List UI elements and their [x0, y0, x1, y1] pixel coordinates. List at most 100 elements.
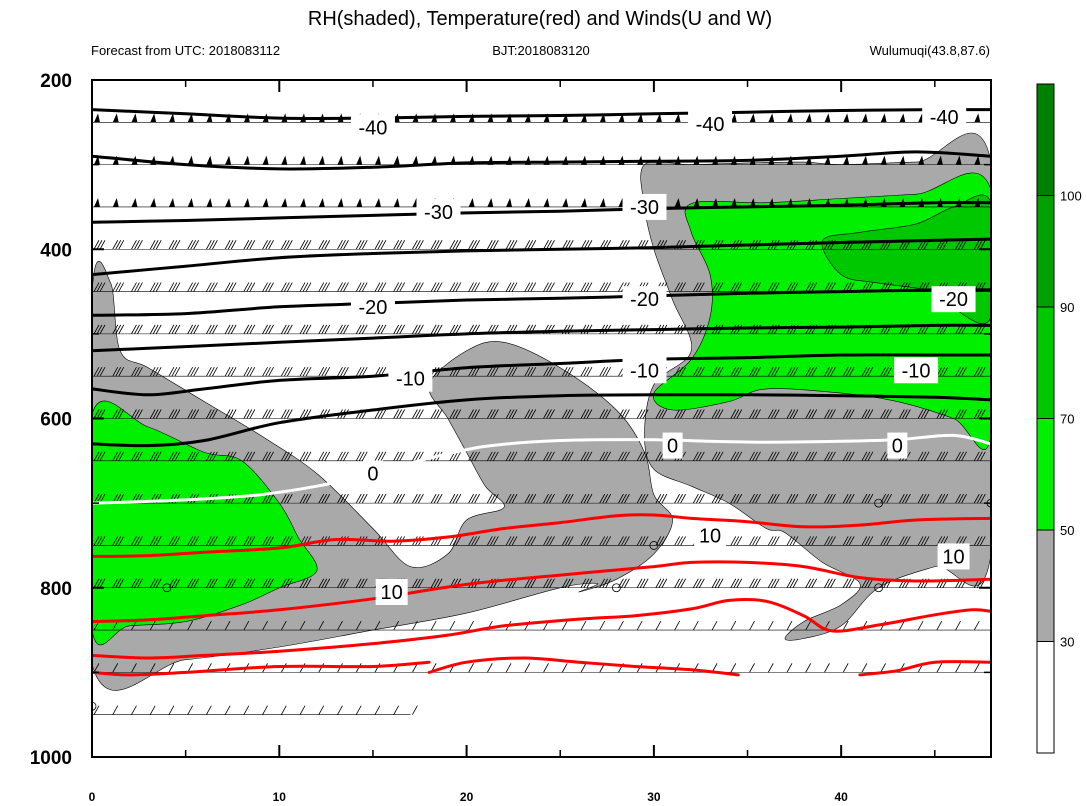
- wind-barb: [268, 536, 274, 546]
- wind-barb: [193, 409, 199, 419]
- wind-barb: [658, 536, 665, 546]
- wind-barb: [639, 493, 646, 504]
- wind-barb: [636, 409, 643, 419]
- wind-barb: [318, 366, 325, 377]
- wind-barb: [955, 620, 961, 631]
- wind-barb: [692, 578, 699, 588]
- wind-barb: [755, 493, 761, 504]
- wind-barb: [530, 536, 537, 546]
- wind-barb: [118, 536, 125, 546]
- wind-barb: [805, 663, 812, 673]
- wind-barb-pennant: [599, 155, 606, 165]
- wind-barb: [805, 578, 812, 588]
- wind-barb: [549, 409, 555, 419]
- wind-barb: [305, 578, 312, 588]
- wind-barb: [249, 409, 256, 419]
- wind-barb: [399, 282, 406, 292]
- wind-barb: [355, 451, 362, 462]
- wind-barb: [827, 409, 833, 419]
- wind-barb: [827, 282, 833, 292]
- wind-barb: [543, 451, 549, 462]
- wind-barb: [415, 451, 421, 462]
- wind-barb: [564, 282, 571, 292]
- wind-barb: [355, 578, 362, 588]
- contour-label-box: [662, 432, 683, 459]
- wind-barb: [993, 621, 998, 630]
- wind-barb: [773, 282, 780, 292]
- wind-barb: [642, 578, 649, 588]
- wind-barb: [474, 536, 480, 546]
- wind-barb: [511, 536, 518, 546]
- wind-barb-pennant: [131, 197, 138, 207]
- wind-barb: [655, 451, 662, 462]
- wind-barb: [212, 282, 218, 292]
- wind-barb: [337, 282, 343, 292]
- wind-barb: [867, 451, 874, 462]
- wind-barb: [265, 409, 271, 419]
- wind-barb: [283, 324, 290, 335]
- y-tick-label: 600: [40, 410, 72, 431]
- wind-barb: [805, 536, 812, 546]
- wind-barb: [524, 366, 531, 377]
- wind-barb: [246, 536, 253, 546]
- wind-barb: [374, 324, 381, 335]
- wind-barb: [305, 451, 312, 462]
- wind-barb: [118, 409, 125, 419]
- wind-barb: [642, 409, 649, 419]
- wind-barb: [549, 578, 555, 588]
- wind-barb: [996, 367, 1001, 376]
- wind-barb: [511, 493, 518, 504]
- wind-barb: [692, 366, 699, 377]
- wind-barb: [755, 578, 761, 588]
- wind-barb: [599, 578, 606, 588]
- wind-barb: [730, 409, 737, 419]
- wind-barb: [811, 451, 818, 462]
- wind-barb: [736, 282, 743, 292]
- contour-labels-layer: -40 -40 -40 -30 -30 -20 -20 -20 -10 -10 -10 0 0 0 10 10…: [350, 104, 976, 605]
- wind-barb-pennant: [281, 197, 288, 207]
- wind-barb: [280, 578, 287, 588]
- contour-label-box: [622, 357, 667, 384]
- wind-barb: [811, 536, 818, 546]
- wind-barb: [661, 493, 668, 504]
- wind-barb: [524, 240, 531, 250]
- wind-barb: [224, 282, 231, 292]
- wind-barb: [883, 409, 889, 419]
- wind-barb: [474, 282, 480, 292]
- wind-barb: [324, 493, 331, 504]
- wind-barb: [112, 663, 119, 673]
- wind-barb: [842, 663, 849, 673]
- wind-barb: [206, 705, 212, 715]
- colorbar-label: 70: [1060, 412, 1074, 427]
- wind-barb: [280, 282, 287, 292]
- contour-label: -20: [630, 289, 659, 311]
- wind-barb-pennant: [187, 197, 194, 207]
- wind-barb: [224, 240, 231, 250]
- wind-barb: [527, 282, 534, 292]
- wind-barb: [845, 578, 852, 588]
- wind-barb: [695, 493, 702, 504]
- wind-barb: [770, 409, 777, 419]
- wind-barb: [224, 366, 231, 377]
- wind-barb: [324, 282, 331, 292]
- wind-barb: [811, 493, 818, 504]
- wind-barb: [677, 578, 683, 588]
- wind-barb: [452, 493, 459, 504]
- wind-barb: [786, 493, 793, 504]
- wind-barb-pennant: [674, 197, 681, 207]
- colorbar-box: [1036, 641, 1055, 754]
- temperature-contour--10: [92, 393, 991, 448]
- wind-barb: [246, 451, 253, 462]
- temperature-contour--20: [92, 288, 991, 317]
- wind-barb: [920, 493, 927, 504]
- wind-barb: [193, 240, 199, 250]
- wind-barb: [361, 282, 368, 292]
- wind-barb: [599, 282, 606, 292]
- wind-barb: [137, 451, 143, 462]
- wind-barb: [486, 663, 493, 673]
- wind-barb: [474, 409, 480, 419]
- temperature-contours-layer: [92, 108, 991, 677]
- wind-barb: [268, 578, 274, 588]
- wind-barb: [996, 283, 1001, 292]
